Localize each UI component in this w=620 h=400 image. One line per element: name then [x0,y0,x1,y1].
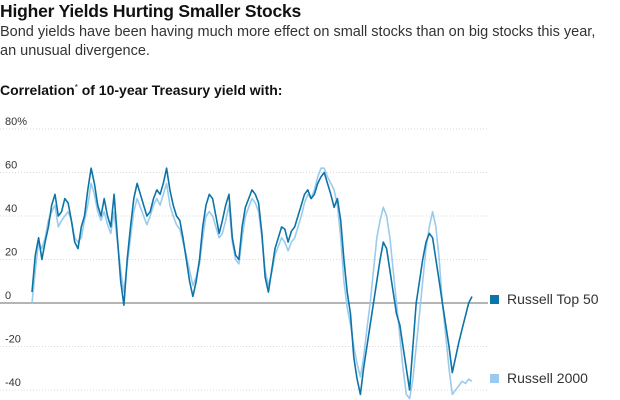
footnote-marker: * [74,83,78,92]
legend-label-russell-top-50: Russell Top 50 [507,291,599,307]
chart-title: Higher Yields Hurting Smaller Stocks [0,1,302,21]
y-axis-ticks: -40 -20 0 20 40 60 80% [5,116,27,389]
legend-swatch-russell-top-50 [490,294,499,304]
legend-label-russell-2000: Russell 2000 [507,370,588,386]
y-tick-label: 60 [5,160,17,172]
chart-subtitle: Bond yields have been having much more e… [0,24,596,59]
chart-heading-text: Correlation [0,82,75,98]
legend-item-russell-2000: Russell 2000 [490,370,588,386]
chart-heading: Correlation* of 10-year Treasury yield w… [0,82,282,98]
chart-heading-suffix: of 10-year Treasury yield with: [77,82,283,98]
y-tick-label: 20 [5,247,17,259]
legend-swatch-russell-2000 [490,373,499,383]
series-line-top50 [31,167,473,396]
y-tick-label: 40 [5,203,17,215]
y-tick-label: 0 [5,290,11,302]
series-line-r2000 [31,167,473,400]
series-layer [31,167,473,400]
y-tick-label: -20 [5,334,21,346]
y-tick-label: 80% [5,116,27,128]
legend-item-russell-top-50: Russell Top 50 [490,291,599,307]
y-tick-label: -40 [5,377,21,389]
grid-layer [0,128,488,391]
